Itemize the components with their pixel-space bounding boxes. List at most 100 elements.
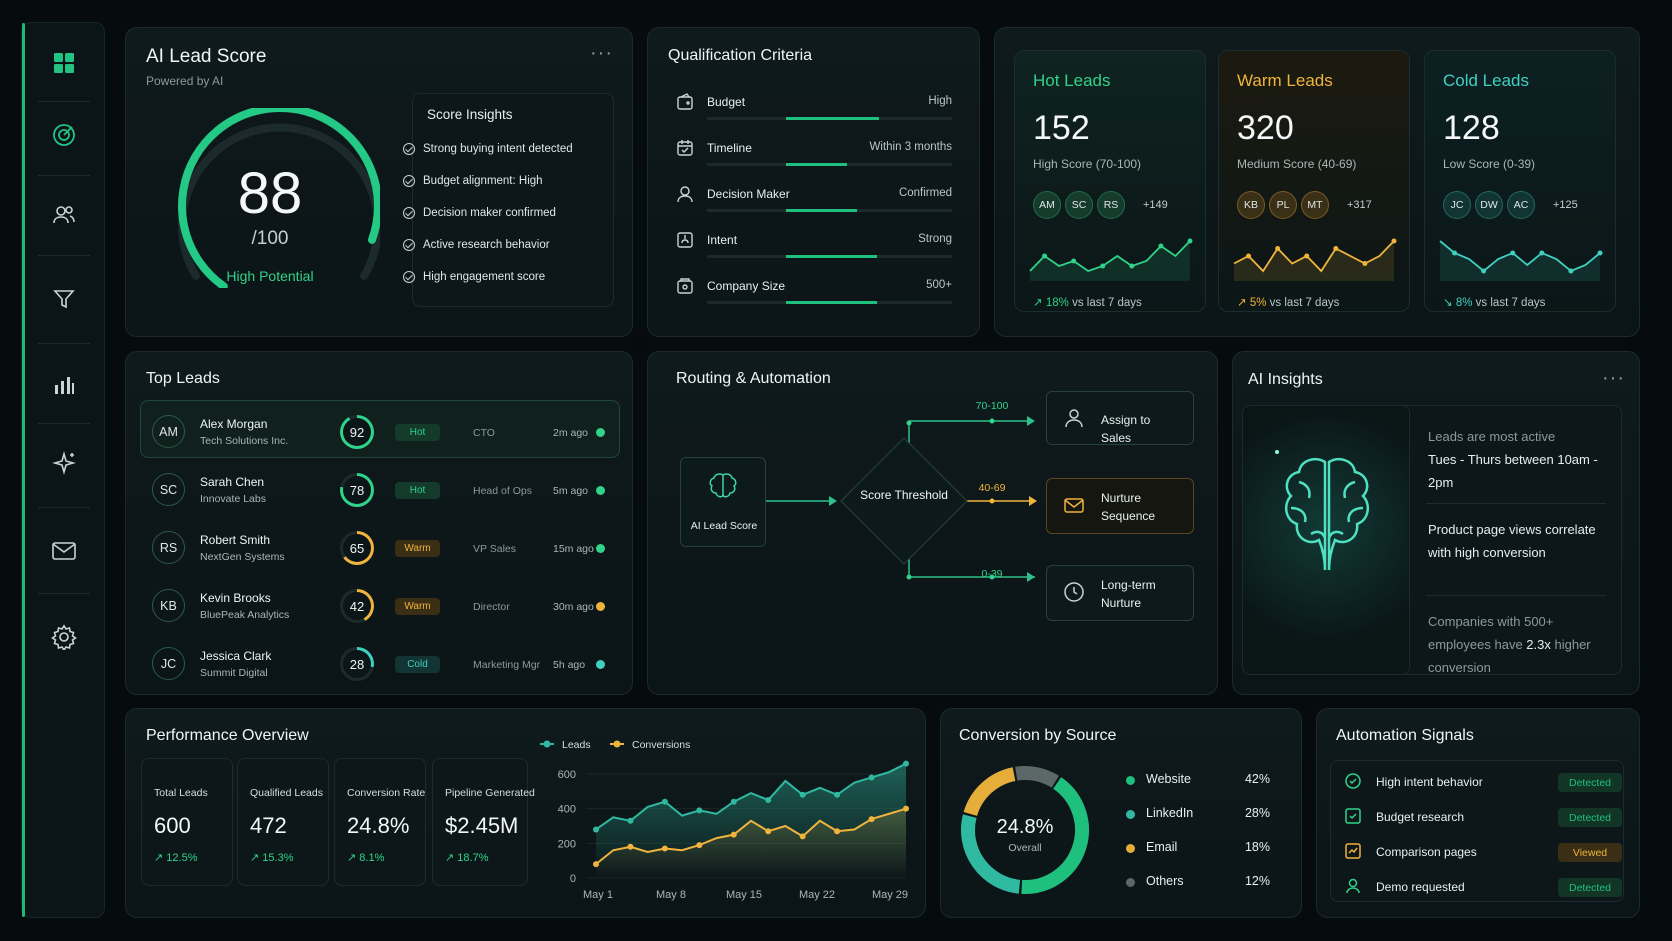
target-icon[interactable]	[44, 115, 84, 155]
mail-icon[interactable]	[44, 531, 84, 571]
stat-delta: ↗ 18.7%	[445, 851, 488, 864]
lead-group-warm-leads[interactable]: Warm Leads 320 Medium Score (40-69) KB PL MT +…	[1218, 50, 1410, 312]
conversions-point	[765, 828, 772, 835]
criteria-value: High	[928, 95, 952, 107]
lead-group-cold-leads[interactable]: Cold Leads 128 Low Score (0-39) JC DW AC +125 ↘…	[1424, 50, 1616, 312]
check-circle-icon	[403, 175, 415, 187]
more-avatars-count: +125	[1553, 199, 1578, 211]
donut-slice-email	[963, 767, 1016, 817]
avatar[interactable]: KB	[1237, 191, 1265, 219]
criteria-fill	[786, 255, 877, 258]
leads-point	[903, 760, 909, 767]
lead-company: NextGen Systems	[200, 551, 285, 563]
check-circle-icon	[403, 143, 415, 155]
users-icon[interactable]	[44, 195, 84, 235]
lead-row[interactable]: JC Jessica Clark Summit Digital 28 Cold Marke…	[140, 635, 620, 689]
x-tick-label: May 8	[656, 889, 686, 901]
lead-role: CTO	[473, 427, 495, 439]
leads-point	[627, 817, 634, 824]
avatar[interactable]: SC	[1065, 191, 1093, 219]
branch-target-1[interactable]: Nurture Sequence	[1046, 478, 1194, 534]
more-options-icon[interactable]: ···	[590, 42, 613, 64]
avatar[interactable]: AM	[1033, 191, 1061, 219]
insights-more-icon[interactable]: ···	[1602, 367, 1625, 389]
qualification-title: Qualification Criteria	[668, 47, 813, 64]
lead-name: Jessica Clark	[200, 649, 272, 663]
leads-point	[868, 774, 875, 781]
avatar[interactable]: RS	[1097, 191, 1125, 219]
criteria-value: Confirmed	[898, 187, 952, 199]
building-icon	[676, 277, 694, 295]
lead-row[interactable]: SC Sarah Chen Innovate Labs 78 Hot Head of Op…	[140, 461, 620, 515]
conversions-point	[696, 842, 703, 849]
avatar[interactable]: MT	[1301, 191, 1329, 219]
sparkline-point	[1187, 238, 1193, 244]
criteria-row: Budget High	[676, 93, 952, 125]
dashboard-icon[interactable]	[44, 43, 84, 83]
donut-center-value: 24.8%	[996, 816, 1054, 838]
check-circle-icon	[403, 207, 415, 219]
bar-chart-icon[interactable]	[44, 365, 84, 405]
sparkle-icon[interactable]	[44, 443, 84, 483]
y-tick-label: 400	[558, 804, 576, 816]
ai-lead-score-node[interactable]: AI Lead Score	[680, 457, 766, 547]
signal-name: High intent behavior	[1376, 775, 1483, 789]
stat-label: Pipeline Generated	[445, 787, 535, 799]
performance-title: Performance Overview	[146, 727, 309, 744]
leads-line	[595, 762, 907, 831]
branch-target-label: Assign to Sales	[1101, 413, 1151, 445]
insight-item: High engagement score	[403, 271, 545, 283]
lead-role: Head of Ops	[473, 485, 532, 497]
lead-role: Marketing Mgr	[473, 659, 541, 671]
lead-avatar: JC	[152, 647, 185, 680]
lead-row[interactable]: KB Kevin Brooks BluePeak Analytics 42 Warm Di…	[140, 577, 620, 631]
conversions-point	[661, 845, 668, 852]
lead-status-badge: Cold	[395, 656, 440, 673]
clock-icon	[1063, 581, 1085, 603]
top-leads-title: Top Leads	[146, 370, 220, 387]
insight-3: Companies with 500+ employees have 2.3x …	[1428, 614, 1591, 675]
avatar[interactable]: PL	[1269, 191, 1297, 219]
source-name: Website	[1146, 772, 1191, 786]
trend-arrow-icon: ↗	[1033, 297, 1046, 309]
avatar[interactable]: DW	[1475, 191, 1503, 219]
leads-point	[834, 791, 841, 798]
settings-icon[interactable]	[44, 617, 84, 657]
conversions-point	[627, 843, 634, 850]
insight-text: Budget alignment: High	[423, 175, 543, 187]
lead-row[interactable]: AM Alex Morgan Tech Solutions Inc. 92 Hot CTO…	[140, 403, 620, 457]
avatar[interactable]: AC	[1507, 191, 1535, 219]
donut-slice-linkedin	[961, 814, 1021, 894]
criteria-row: Intent Strong	[676, 232, 952, 263]
avatar[interactable]: JC	[1443, 191, 1471, 219]
lead-score-value: 92	[349, 424, 365, 440]
signal-name: Budget research	[1376, 810, 1465, 824]
stat-delta: ↗ 8.1%	[347, 851, 384, 864]
lead-score-ring: 92	[340, 415, 374, 449]
conversions-point	[868, 816, 875, 823]
funnel-icon[interactable]	[44, 279, 84, 319]
lead-group-hot-leads[interactable]: Hot Leads 152 High Score (70-100) AM SC RS +14…	[1014, 50, 1206, 312]
legend-label: Leads	[562, 739, 591, 751]
sparkline-point	[1391, 238, 1397, 244]
routing-title: Routing & Automation	[676, 370, 831, 387]
insight-item: Decision maker confirmed	[403, 207, 556, 219]
source-row: LinkedIn 28%	[1126, 806, 1270, 824]
up-arrow-icon: ↗	[250, 852, 263, 864]
lead-row[interactable]: RS Robert Smith NextGen Systems 65 Warm VP Sa…	[140, 519, 620, 573]
status-dot	[596, 660, 605, 669]
source-name: LinkedIn	[1146, 806, 1194, 820]
branch-range-label: 70-100	[975, 400, 1009, 412]
stat-tile: Qualified Leads 472 ↗ 15.3%	[237, 758, 329, 886]
stat-delta-value: 18.7%	[457, 852, 489, 864]
signal-status-badge: Detected	[1558, 808, 1622, 827]
criteria-row: Decision Maker Confirmed	[676, 186, 952, 217]
stat-delta: ↗ 12.5%	[154, 851, 197, 864]
conversion-donut-chart	[961, 766, 1089, 894]
branch-target-0[interactable]: Assign to Sales	[1046, 391, 1194, 445]
sparkline-point	[1481, 268, 1487, 274]
branch-target-2[interactable]: Long-term Nurture	[1046, 565, 1194, 621]
lead-group-count: 320	[1237, 109, 1294, 147]
signal-name: Demo requested	[1376, 880, 1465, 894]
y-tick-label: 600	[558, 769, 576, 781]
